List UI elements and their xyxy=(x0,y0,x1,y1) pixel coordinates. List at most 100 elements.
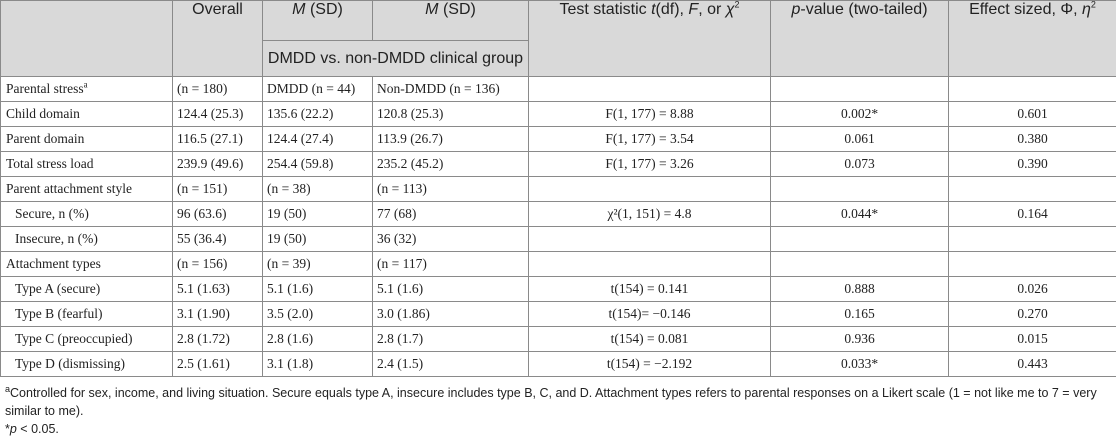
effect-size-cell-text: 0.380 xyxy=(1017,131,1048,146)
dmdd-cell: (n = 38) xyxy=(262,176,373,202)
dmdd-cell-text: 5.1 (1.6) xyxy=(267,281,314,296)
effect-size-cell-text: 0.026 xyxy=(1017,281,1048,296)
header-p-value: p-value (two-tailed) xyxy=(770,0,949,77)
dmdd-cell-text: 19 (50) xyxy=(267,231,307,246)
footnote-significance: *p < 0.05. xyxy=(5,422,59,436)
p-value-cell xyxy=(770,251,949,277)
overall-cell-text: 3.1 (1.90) xyxy=(177,306,230,321)
overall-cell: 2.5 (1.61) xyxy=(172,351,263,377)
dmdd-cell-text: DMDD (n = 44) xyxy=(267,81,356,96)
row-label: Parent domain xyxy=(0,126,173,152)
test-statistic-cell-text: t(154) = 0.081 xyxy=(610,331,689,346)
row-label: Type A (secure) xyxy=(0,276,173,302)
overall-cell-text: 2.8 (1.72) xyxy=(177,331,230,346)
overall-cell-text: 5.1 (1.63) xyxy=(177,281,230,296)
non-dmdd-cell: 113.9 (26.7) xyxy=(372,126,529,152)
row-label-text: Type B (fearful) xyxy=(15,306,103,321)
row-label: Type C (preoccupied) xyxy=(0,326,173,352)
non-dmdd-cell: 2.8 (1.7) xyxy=(372,326,529,352)
dmdd-cell: 19 (50) xyxy=(262,226,373,252)
table-row: Parental stressa (n = 180) DMDD (n = 44) No… xyxy=(0,76,1116,102)
overall-cell-text: 2.5 (1.61) xyxy=(177,356,230,371)
test-statistic-cell: t(154)= −0.146 xyxy=(528,301,771,327)
test-statistic-cell-text: t(154) = −2.192 xyxy=(606,356,693,371)
row-label-text: Secure, n (%) xyxy=(15,206,89,221)
header-overall: Overall xyxy=(172,0,263,77)
results-table: Overall M (SD) M (SD) Test statistic t(d… xyxy=(0,0,1116,377)
p-value-cell: 0.033* xyxy=(770,351,949,377)
header-blank-cell xyxy=(0,0,173,77)
effect-size-cell-text: 0.601 xyxy=(1017,106,1048,121)
dmdd-cell: 3.1 (1.8) xyxy=(262,351,373,377)
non-dmdd-cell: 77 (68) xyxy=(372,201,529,227)
effect-size-cell xyxy=(948,251,1116,277)
overall-cell-text: 55 (36.4) xyxy=(177,231,227,246)
p-value-cell: 0.936 xyxy=(770,326,949,352)
table-footnotes: aControlled for sex, income, and living … xyxy=(5,384,1113,438)
non-dmdd-cell-text: 113.9 (26.7) xyxy=(377,131,443,146)
dmdd-cell: (n = 39) xyxy=(262,251,373,277)
non-dmdd-cell: Non-DMDD (n = 136) xyxy=(372,76,529,102)
overall-cell: (n = 151) xyxy=(172,176,263,202)
dmdd-cell-text: (n = 38) xyxy=(267,181,311,196)
table-row: Parent attachment style (n = 151) (n = 38)… xyxy=(0,176,1116,202)
test-statistic-cell-text: F(1, 177) = 8.88 xyxy=(605,106,694,121)
non-dmdd-cell: 2.4 (1.5) xyxy=(372,351,529,377)
overall-cell: 124.4 (25.3) xyxy=(172,101,263,127)
p-value-cell xyxy=(770,176,949,202)
non-dmdd-cell-text: 77 (68) xyxy=(377,206,417,221)
effect-size-cell-text: 0.443 xyxy=(1017,356,1048,371)
test-statistic-cell: t(154) = −2.192 xyxy=(528,351,771,377)
footnote-marker: a xyxy=(83,79,88,90)
test-statistic-cell: F(1, 177) = 3.26 xyxy=(528,151,771,177)
effect-size-cell-text: 0.390 xyxy=(1017,156,1048,171)
row-label-text: Attachment types xyxy=(6,256,101,271)
row-label: Secure, n (%) xyxy=(0,201,173,227)
overall-cell-text: 116.5 (27.1) xyxy=(177,131,243,146)
table-row: Type C (preoccupied) 2.8 (1.72) 2.8 (1.6) 2… xyxy=(0,326,1116,352)
overall-cell: 3.1 (1.90) xyxy=(172,301,263,327)
overall-cell: 239.9 (49.6) xyxy=(172,151,263,177)
p-value-cell: 0.002* xyxy=(770,101,949,127)
table-row: Type D (dismissing) 2.5 (1.61) 3.1 (1.8) 2.… xyxy=(0,351,1116,377)
p-value-cell-text: 0.044* xyxy=(840,206,879,221)
effect-size-cell: 0.026 xyxy=(948,276,1116,302)
overall-cell-text: 124.4 (25.3) xyxy=(177,106,244,121)
test-statistic-cell xyxy=(528,251,771,277)
overall-cell: 2.8 (1.72) xyxy=(172,326,263,352)
p-value-cell-text: 0.033* xyxy=(840,356,879,371)
effect-size-cell: 0.601 xyxy=(948,101,1116,127)
test-statistic-cell-text: F(1, 177) = 3.54 xyxy=(605,131,694,146)
overall-cell: 96 (63.6) xyxy=(172,201,263,227)
row-label: Type D (dismissing) xyxy=(0,351,173,377)
row-label-text: Parent domain xyxy=(6,131,85,146)
overall-cell-text: (n = 180) xyxy=(177,81,228,96)
row-label-text: Child domain xyxy=(6,106,80,121)
effect-size-cell: 0.164 xyxy=(948,201,1116,227)
non-dmdd-cell: (n = 117) xyxy=(372,251,529,277)
dmdd-cell-text: 3.1 (1.8) xyxy=(267,356,314,371)
p-value-cell: 0.165 xyxy=(770,301,949,327)
overall-cell: 116.5 (27.1) xyxy=(172,126,263,152)
test-statistic-cell: t(154) = 0.081 xyxy=(528,326,771,352)
row-label: Total stress load xyxy=(0,151,173,177)
table-row: Secure, n (%) 96 (63.6) 19 (50) 77 (68) χ²(1… xyxy=(0,201,1116,227)
p-value-cell-text: 0.061 xyxy=(844,131,875,146)
p-value-cell: 0.044* xyxy=(770,201,949,227)
non-dmdd-cell: 36 (32) xyxy=(372,226,529,252)
effect-size-cell xyxy=(948,176,1116,202)
overall-cell: (n = 180) xyxy=(172,76,263,102)
non-dmdd-cell-text: 2.8 (1.7) xyxy=(377,331,424,346)
row-label: Parent attachment style xyxy=(0,176,173,202)
effect-size-cell xyxy=(948,76,1116,102)
non-dmdd-cell-text: 120.8 (25.3) xyxy=(377,106,444,121)
test-statistic-cell: F(1, 177) = 3.54 xyxy=(528,126,771,152)
non-dmdd-cell: 120.8 (25.3) xyxy=(372,101,529,127)
dmdd-cell: 3.5 (2.0) xyxy=(262,301,373,327)
test-statistic-cell: t(154) = 0.141 xyxy=(528,276,771,302)
row-label-text: Type C (preoccupied) xyxy=(15,331,133,346)
dmdd-cell: DMDD (n = 44) xyxy=(262,76,373,102)
non-dmdd-cell-text: 3.0 (1.86) xyxy=(377,306,430,321)
effect-size-cell: 0.015 xyxy=(948,326,1116,352)
overall-cell-text: 239.9 (49.6) xyxy=(177,156,244,171)
